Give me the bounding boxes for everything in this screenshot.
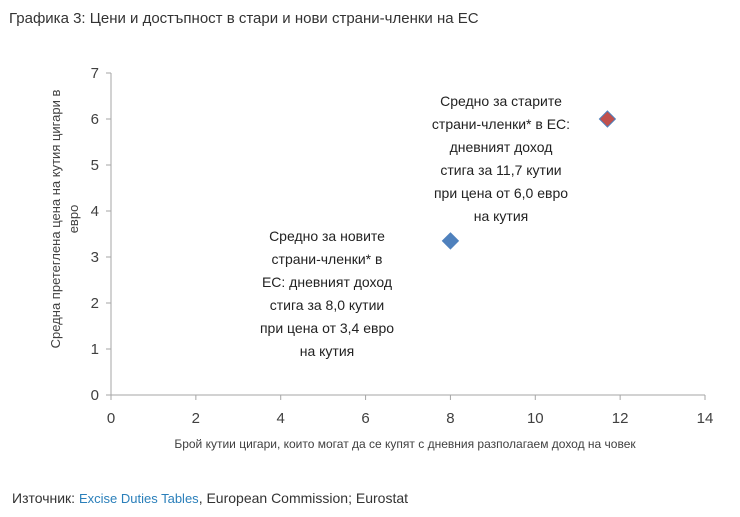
x-axis-label: Брой кутии цигари, които могат да се куп… [174, 437, 636, 451]
page-title: Графика 3: Цени и достъпност в стари и н… [9, 10, 479, 27]
y-tick-labels: 0 1 2 3 4 5 6 7 [91, 65, 99, 404]
chart-axes [106, 72, 706, 400]
source-line: Източник: Excise Duties Tables, European… [12, 490, 408, 506]
y-axis-label: Средна претеглена цена на кутия цигари в… [48, 90, 81, 349]
data-points [441, 110, 617, 250]
annotation-line: ЕС: дневният доход [262, 274, 392, 290]
x-tick-label: 2 [192, 410, 200, 427]
annotation-line: при цена от 3,4 евро [260, 320, 394, 336]
y-tick-label: 7 [91, 65, 99, 82]
annotation-line: при цена от 6,0 евро [434, 185, 568, 201]
y-tick-label: 3 [91, 249, 99, 266]
x-tick-label: 14 [697, 410, 714, 427]
annotation-line: Средно за старите [440, 93, 562, 109]
point-annotation: Средно за старите страни-членки* в ЕС: дне… [432, 93, 570, 224]
y-tick-label: 4 [91, 203, 99, 220]
x-tick-label: 0 [107, 410, 115, 427]
y-tick-label: 6 [91, 111, 99, 128]
annotation-line: страни-членки* в [272, 251, 383, 267]
y-tick-label: 2 [91, 295, 99, 312]
point-annotations: Средно за новите страни-членки* в ЕС: днев… [260, 93, 570, 359]
source-suffix: , European Commission; Eurostat [198, 490, 409, 506]
x-tick-label: 4 [277, 410, 285, 427]
y-tick-label: 1 [91, 341, 99, 358]
annotation-line: Средно за новите [269, 228, 385, 244]
point-annotation: Средно за новите страни-членки* в ЕС: днев… [260, 228, 394, 359]
y-axis-label-line: евро [66, 205, 81, 234]
y-tick-label: 0 [91, 387, 99, 404]
x-tick-label: 8 [446, 410, 454, 427]
x-tick-label: 6 [361, 410, 369, 427]
annotation-line: стига за 8,0 кутии [270, 297, 385, 313]
annotation-line: стига за 11,7 кутии [440, 162, 561, 178]
data-point-marker [598, 110, 617, 128]
annotation-line: на кутия [300, 343, 355, 359]
x-tick-label: 10 [527, 410, 544, 427]
annotation-line: дневният доход [450, 139, 553, 155]
source-prefix: Източник: [12, 490, 79, 506]
data-point-marker [441, 232, 460, 250]
x-tick-label: 12 [612, 410, 629, 427]
annotation-line: страни-членки* в ЕС: [432, 116, 570, 132]
y-tick-label: 5 [91, 157, 99, 174]
x-tick-labels: 0 2 4 6 8 10 12 14 [107, 410, 714, 427]
annotation-line: на кутия [474, 208, 529, 224]
excise-duties-link[interactable]: Excise Duties Tables [78, 491, 199, 506]
y-axis-label-line: Средна претеглена цена на кутия цигари в [48, 90, 63, 349]
